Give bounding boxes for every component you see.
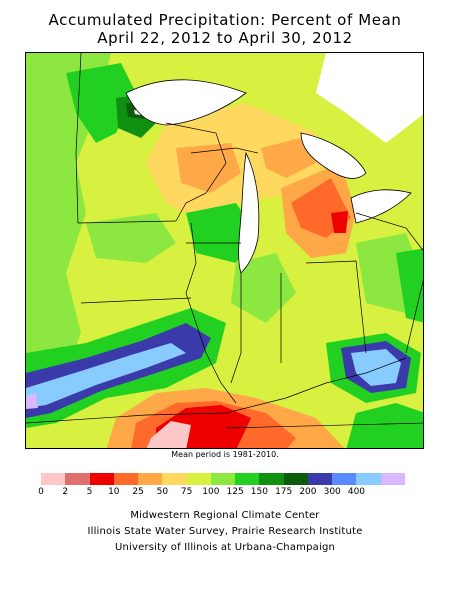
legend-swatch [259, 473, 284, 485]
legend-tick-label: 10 [108, 487, 120, 497]
lake-superior [125, 79, 247, 126]
legend-tick-label: 150 [250, 487, 268, 497]
border-mo-south [26, 412, 227, 424]
border-ia-il [185, 222, 197, 324]
credit-uiuc: University of Illinois at Urbana-Champai… [114, 542, 336, 553]
precip-region-upper-mi-orange [261, 138, 316, 178]
border-il-in [230, 273, 242, 384]
precip-region-missouri-purple [26, 393, 38, 409]
precip-region-indiana-green [231, 253, 296, 323]
legend-tick-label: 200 [299, 487, 317, 497]
color-legend [41, 473, 405, 485]
legend-swatch [356, 473, 381, 485]
border-mn-west [75, 53, 82, 224]
legend-swatch [332, 473, 357, 485]
legend-swatch [113, 473, 139, 485]
legend-swatch [162, 473, 187, 485]
legend-tick-label: 75 [180, 487, 193, 497]
legend-tick-label: 400 [347, 487, 366, 497]
legend-tick-label: 5 [86, 487, 93, 497]
canada-outside-region [316, 53, 423, 143]
map-title: Accumulated Precipitation: Percent of Me… [48, 11, 402, 29]
legend-swatch [283, 473, 308, 485]
border-ky-tn [225, 422, 423, 429]
legend-swatch [210, 473, 236, 485]
legend-tick-label: 300 [323, 487, 341, 497]
credit-mrcc: Midwestern Regional Climate Center [130, 510, 320, 521]
border-wi-mi-upper [190, 147, 259, 154]
precip-region-missouri-light-blue [26, 343, 186, 408]
border-ky-north [225, 357, 407, 414]
mean-period-note: Mean period is 1981-2010. [171, 450, 279, 459]
border-il-mo [195, 322, 237, 404]
legend-swatch [89, 473, 114, 485]
legend-swatch [235, 473, 260, 485]
precip-region-ohio-valley-light-blue [351, 349, 401, 386]
legend-tick-label: 50 [156, 487, 169, 497]
precip-region-east-green [396, 248, 423, 323]
legend-swatch [380, 473, 405, 485]
precip-region-southeast-green [346, 403, 423, 448]
map-canvas [26, 53, 423, 448]
border-mn-wi [165, 122, 227, 222]
precipitation-map [25, 52, 424, 449]
credit-isws: Illinois State Water Survey, Prairie Res… [87, 526, 363, 537]
state-borders [26, 53, 423, 429]
lake-huron [300, 132, 367, 179]
precip-region-west-green [26, 53, 111, 383]
legend-tick-label: 175 [275, 487, 293, 497]
precip-region-south-pink [146, 421, 191, 448]
border-wv [405, 279, 423, 354]
border-pa [355, 212, 423, 251]
legend-tick-label: 2 [62, 487, 69, 497]
legend-swatch [65, 473, 90, 485]
border-oh [305, 260, 367, 354]
legend-bar [41, 473, 405, 485]
lake-erie [350, 189, 412, 224]
legend-tick-label: 125 [226, 487, 244, 497]
legend-swatch [186, 473, 211, 485]
legend-ticks: 0 2 5 10 25 50 75 100 125 150 175 200 300 400 [38, 487, 405, 499]
border-mn-ia [77, 220, 177, 224]
legend-swatch [138, 473, 163, 485]
precip-region-iowa-green [86, 213, 176, 263]
legend-swatch [307, 473, 333, 485]
legend-swatch [41, 473, 66, 485]
precip-region-michigan-red [331, 211, 348, 233]
border-ia-mo [80, 297, 192, 304]
precip-region-wisconsin-orange [176, 143, 241, 193]
legend-tick-label: 100 [202, 487, 220, 497]
lake-michigan [238, 151, 260, 274]
map-date-range: April 22, 2012 to April 30, 2012 [97, 29, 353, 47]
legend-tick-label: 25 [132, 487, 144, 497]
legend-tick-label: 0 [38, 487, 44, 497]
